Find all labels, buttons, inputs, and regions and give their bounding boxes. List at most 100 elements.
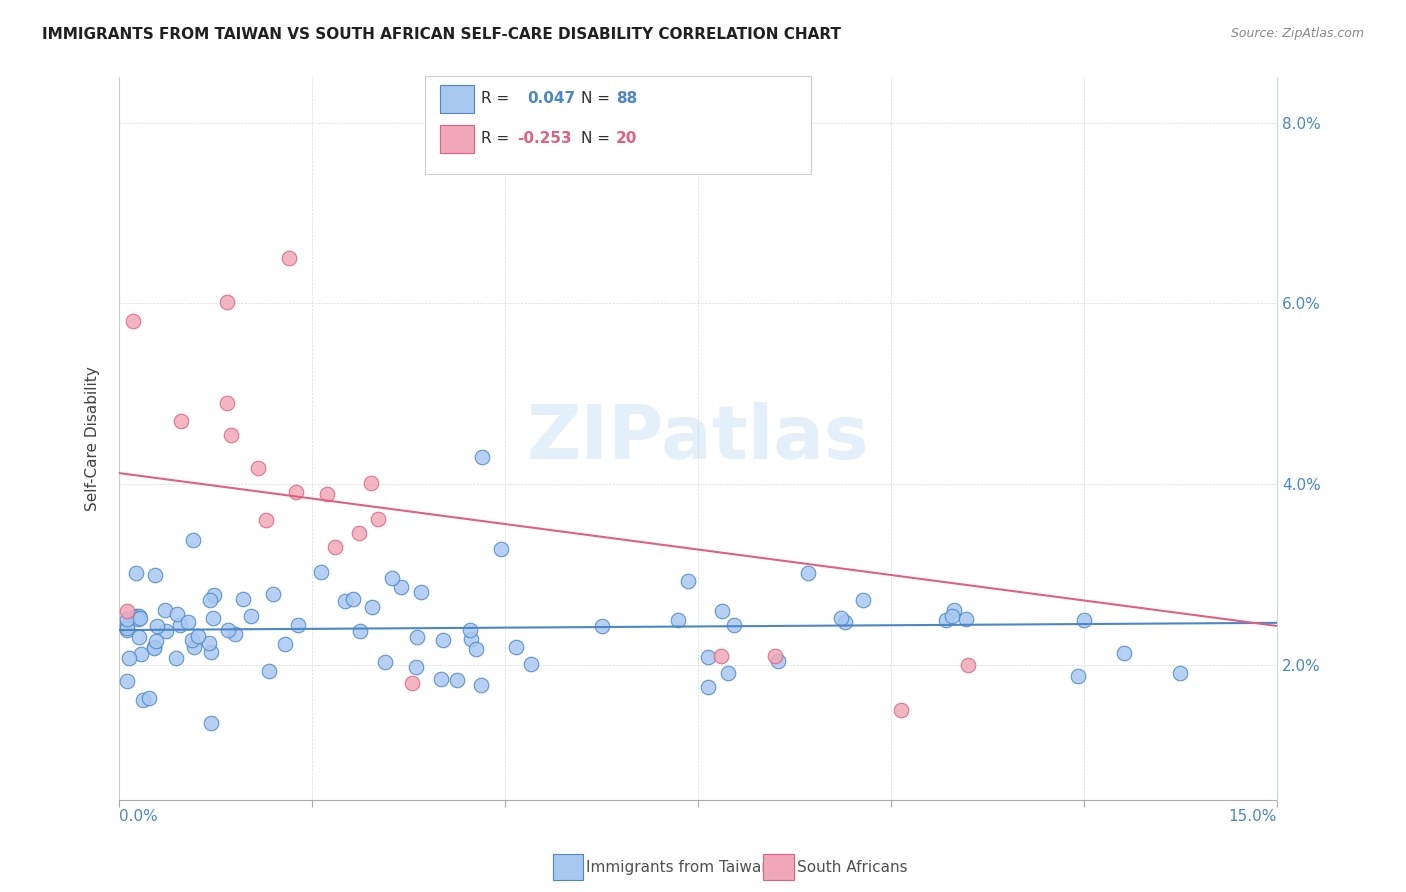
Point (202, 589, 225, 603)
Text: Source: ZipAtlas.com: Source: ZipAtlas.com (1230, 27, 1364, 40)
Point (309, 565, 332, 579)
Point (830, 611, 852, 625)
Point (852, 593, 875, 607)
Point (505, 640, 527, 654)
Text: R =: R = (481, 131, 515, 145)
Point (138, 690, 160, 705)
Point (127, 612, 149, 626)
Point (232, 591, 254, 606)
Point (215, 294, 238, 309)
Point (347, 526, 370, 541)
Point (430, 672, 453, 686)
Point (128, 630, 150, 644)
Point (247, 461, 270, 475)
Text: 88: 88 (616, 91, 637, 105)
Point (458, 623, 481, 637)
Point (217, 395, 239, 409)
Point (122, 609, 145, 624)
Point (125, 566, 148, 580)
Point (890, 703, 912, 717)
Point (1112, 646, 1135, 660)
Point (262, 586, 284, 600)
Point (153, 603, 176, 617)
Point (145, 634, 167, 648)
Point (374, 655, 396, 669)
Point (460, 632, 482, 647)
Point (180, 633, 202, 648)
Point (287, 618, 309, 632)
Point (201, 611, 224, 625)
Point (115, 621, 138, 635)
Point (125, 608, 148, 623)
Text: N =: N = (581, 91, 614, 105)
Point (1073, 613, 1095, 627)
Point (176, 615, 198, 630)
Point (323, 541, 346, 555)
Point (128, 608, 150, 623)
Point (471, 450, 494, 464)
Point (935, 613, 957, 627)
Text: Immigrants from Taiwan: Immigrants from Taiwan (586, 860, 772, 874)
Point (169, 618, 191, 632)
Point (257, 664, 280, 678)
Point (766, 655, 789, 669)
Point (1067, 669, 1090, 683)
Point (145, 619, 167, 633)
Point (118, 650, 141, 665)
Point (200, 593, 222, 607)
Point (717, 666, 740, 681)
Text: South Africans: South Africans (797, 860, 908, 874)
Point (696, 680, 718, 694)
Point (166, 607, 188, 621)
Point (723, 618, 745, 632)
Point (349, 624, 371, 639)
Point (274, 637, 297, 651)
Point (470, 678, 492, 692)
Point (142, 640, 165, 655)
Point (240, 608, 263, 623)
Point (115, 623, 138, 637)
Point (115, 674, 138, 689)
Point (796, 566, 818, 580)
Point (121, 314, 143, 328)
Point (1168, 666, 1191, 681)
Point (697, 649, 720, 664)
Point (115, 603, 138, 617)
Point (217, 623, 239, 637)
Point (491, 542, 513, 557)
Point (465, 642, 488, 657)
Point (666, 613, 689, 627)
Text: -0.253: -0.253 (517, 131, 572, 145)
Point (224, 627, 246, 641)
Text: R =: R = (481, 91, 519, 105)
Text: ZIPatlas: ZIPatlas (527, 402, 869, 475)
Point (170, 414, 193, 428)
Point (200, 716, 222, 731)
Point (200, 645, 222, 659)
Point (165, 650, 187, 665)
Point (183, 640, 205, 655)
Point (254, 513, 277, 527)
Text: 0.0%: 0.0% (120, 809, 157, 824)
Point (678, 574, 700, 589)
Point (941, 609, 963, 624)
Point (219, 428, 242, 442)
Point (132, 693, 155, 707)
Point (591, 619, 613, 633)
Point (333, 594, 356, 608)
Point (187, 628, 209, 642)
Point (316, 486, 339, 500)
Text: N =: N = (581, 131, 614, 145)
Point (181, 533, 204, 547)
Point (834, 615, 856, 629)
Point (401, 675, 423, 690)
Point (411, 585, 433, 599)
Point (198, 636, 221, 650)
Point (145, 568, 167, 582)
Text: 20: 20 (616, 131, 637, 145)
Point (360, 600, 382, 615)
Point (131, 647, 153, 661)
Point (381, 571, 404, 585)
Point (406, 630, 429, 644)
Point (284, 484, 307, 499)
